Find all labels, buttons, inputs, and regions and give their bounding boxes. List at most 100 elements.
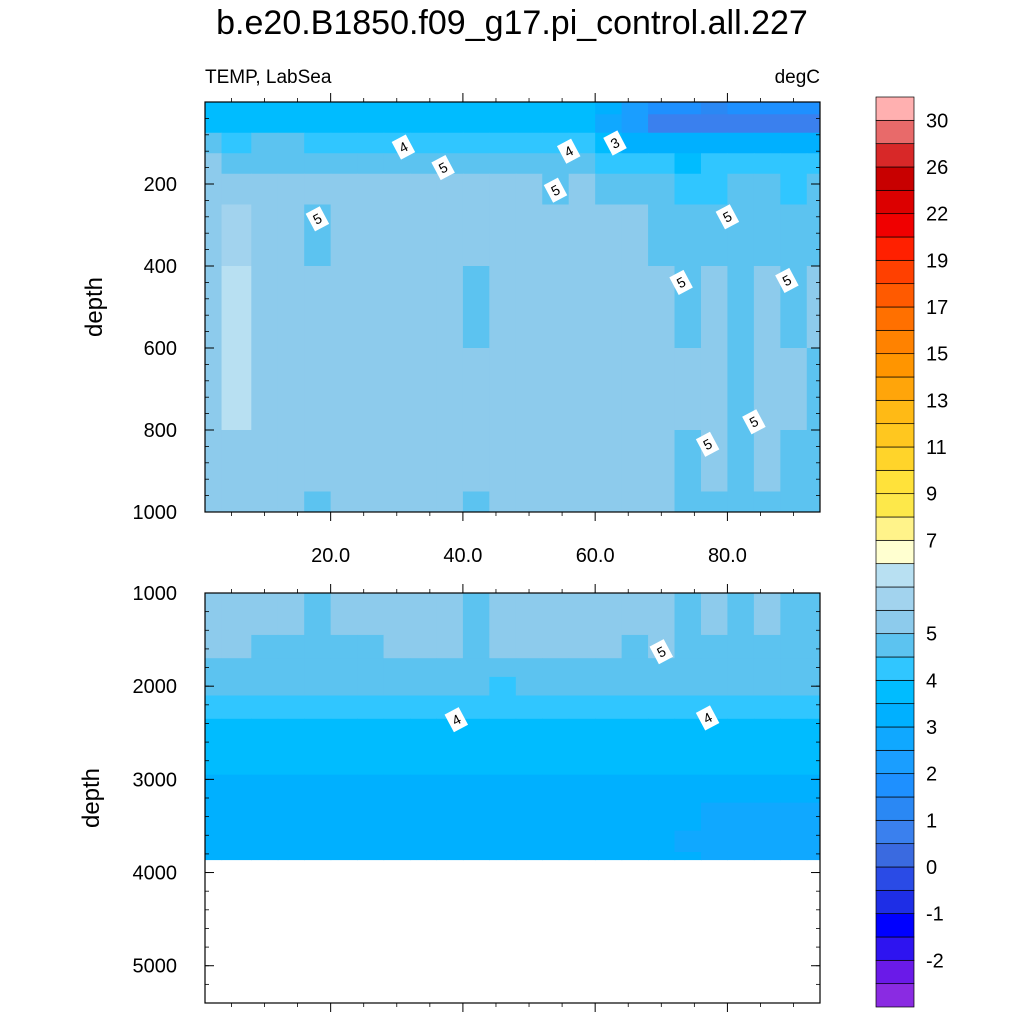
heatmap-cell	[304, 774, 332, 804]
heatmap-cell	[542, 348, 570, 431]
heatmap-cell	[727, 102, 755, 115]
heatmap-cell	[674, 774, 702, 804]
heatmap-cell	[251, 114, 279, 134]
heatmap-cell	[436, 430, 464, 493]
heatmap-cell	[595, 491, 623, 512]
colorbar-label: 5	[926, 624, 937, 646]
heatmap-cell	[489, 266, 517, 349]
y-tick-label: 4000	[133, 863, 178, 885]
heatmap-cell	[621, 658, 649, 678]
heatmap-cell	[648, 852, 676, 861]
heatmap-cell	[700, 114, 729, 134]
heatmap-cell	[648, 114, 676, 134]
colorbar-swatch	[875, 866, 915, 891]
heatmap-cell	[489, 348, 517, 431]
heatmap-cell	[462, 746, 490, 776]
heatmap-cell	[621, 430, 649, 493]
heatmap-cell	[621, 491, 649, 512]
heatmap-cell	[542, 606, 570, 636]
heatmap-cell	[700, 348, 729, 431]
heatmap-cell	[727, 658, 755, 678]
heatmap-cell	[330, 491, 358, 512]
heatmap-cell	[595, 204, 623, 267]
heatmap-cell	[304, 593, 332, 608]
colorbar-label: 4	[926, 670, 937, 692]
heatmap-cell	[410, 695, 438, 720]
colorbar-swatch	[875, 213, 915, 238]
heatmap-cell	[251, 173, 279, 206]
heatmap-cell	[674, 830, 702, 853]
colorbar-swatch	[875, 563, 915, 588]
heatmap-cell	[462, 658, 490, 678]
heatmap-cell	[462, 634, 490, 659]
heatmap-cell	[648, 173, 676, 206]
heatmap-cell	[489, 774, 517, 804]
colorbar-swatch	[875, 749, 915, 775]
colorbar-swatch	[875, 119, 915, 145]
heatmap-cell	[542, 102, 570, 115]
heatmap-cell	[221, 114, 252, 134]
contour-label: 5	[775, 267, 799, 293]
heatmap-cell	[621, 774, 649, 804]
heatmap-cell	[621, 173, 649, 206]
colorbar-label: -2	[926, 950, 944, 972]
y-tick-label: 5000	[133, 956, 178, 978]
heatmap-cell	[780, 491, 808, 512]
heatmap-cell	[221, 593, 252, 608]
heatmap-cell	[357, 852, 385, 861]
heatmap-cell	[277, 114, 305, 134]
colorbar-swatch	[875, 189, 915, 215]
heatmap-cell	[515, 634, 543, 659]
heatmap-cell	[648, 830, 676, 853]
heatmap-cell	[205, 695, 223, 720]
colorbar: -2 -1 0 1 2 3 4 5 7 9 11 13 15 17 19 22 26 30	[875, 96, 948, 1008]
heatmap-cell	[251, 132, 279, 154]
heatmap-cell	[330, 802, 358, 832]
heatmap-cell	[330, 173, 358, 206]
heatmap-cell	[542, 695, 570, 720]
heatmap-cell	[700, 593, 729, 608]
heatmap-cell	[383, 718, 411, 748]
contour-label-box	[649, 639, 674, 665]
heatmap-cell	[780, 746, 808, 776]
heatmap-cell	[727, 718, 755, 748]
heatmap-cell	[648, 348, 676, 431]
heatmap-cell	[648, 695, 676, 720]
chart-subtitle-left: TEMP, LabSea	[205, 67, 332, 88]
colorbar-swatch	[875, 143, 915, 168]
heatmap-cell	[621, 606, 649, 636]
heatmap-cell	[221, 802, 252, 832]
heatmap-cell	[221, 348, 252, 431]
contour-label-box	[431, 155, 455, 181]
heatmap-cell	[753, 266, 781, 349]
heatmap-cell	[780, 593, 808, 608]
heatmap-cell	[410, 606, 438, 636]
heatmap-cell	[205, 114, 223, 134]
heatmap-cell	[727, 830, 755, 853]
heatmap-cell	[462, 266, 490, 349]
heatmap-cell	[251, 266, 279, 349]
heatmap-cell	[568, 695, 596, 720]
heatmap-cell	[251, 830, 279, 853]
heatmap-cell	[330, 746, 358, 776]
heatmap-cell	[568, 593, 596, 608]
heatmap-cell	[806, 114, 820, 134]
heatmap-cell	[806, 774, 820, 804]
heatmap-cell	[753, 606, 781, 636]
heatmap-cell	[410, 132, 438, 154]
heatmap-cell	[357, 153, 385, 175]
colorbar-swatch	[875, 493, 915, 518]
heatmap-cell	[806, 852, 820, 861]
heatmap-cell	[383, 173, 411, 206]
upper-plot-frame	[204, 101, 821, 513]
heatmap-cell	[648, 593, 676, 608]
heatmap-cell	[304, 802, 332, 832]
contour-label: 5	[669, 269, 693, 295]
heatmap-cell	[489, 114, 517, 134]
heatmap-cell	[621, 102, 649, 115]
heatmap-cell	[436, 266, 464, 349]
heatmap-cell	[304, 746, 332, 776]
contour-label-box	[305, 206, 330, 232]
heatmap-cell	[357, 204, 385, 267]
heatmap-cell	[462, 132, 490, 154]
